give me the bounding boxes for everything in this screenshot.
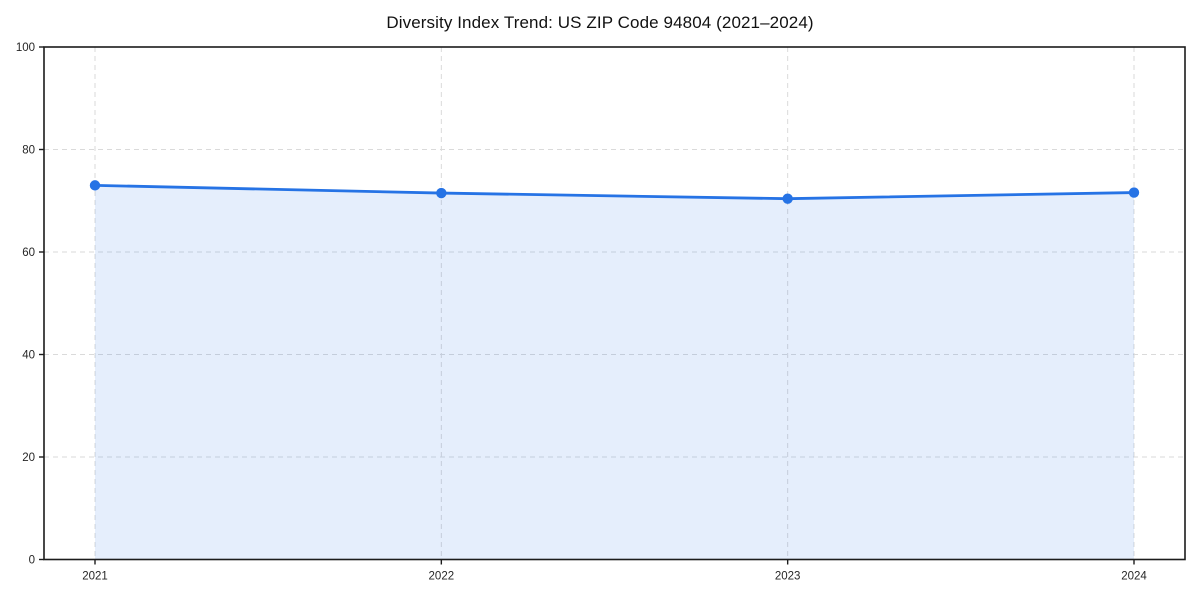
y-axis-tick-label: 80 [22, 145, 35, 157]
data-point-marker-2021 [89, 180, 101, 191]
data-point-marker-2022 [436, 187, 447, 199]
plot-border [43, 46, 1186, 561]
x-axis-tick-label: 2021 [82, 571, 108, 583]
chart-title: Diversity Index Trend: US ZIP Code 94804… [386, 13, 814, 32]
area-fill [95, 185, 1134, 560]
y-axis-tick-label: 40 [22, 350, 35, 362]
x-axis-tick-label: 2024 [1121, 571, 1147, 583]
data-point-marker-2024 [1128, 187, 1140, 198]
x-axis-tick-label: 2023 [775, 571, 801, 583]
y-axis-tick-label: 20 [22, 452, 35, 464]
data-point-marker-2023 [782, 193, 793, 204]
trend-line [93, 183, 1136, 201]
y-axis-tick-label: 60 [22, 247, 35, 259]
x-axis-tick-label: 2022 [429, 571, 455, 583]
y-axis-tick-label: 100 [16, 42, 35, 54]
y-axis-tick-label: 0 [29, 555, 35, 567]
